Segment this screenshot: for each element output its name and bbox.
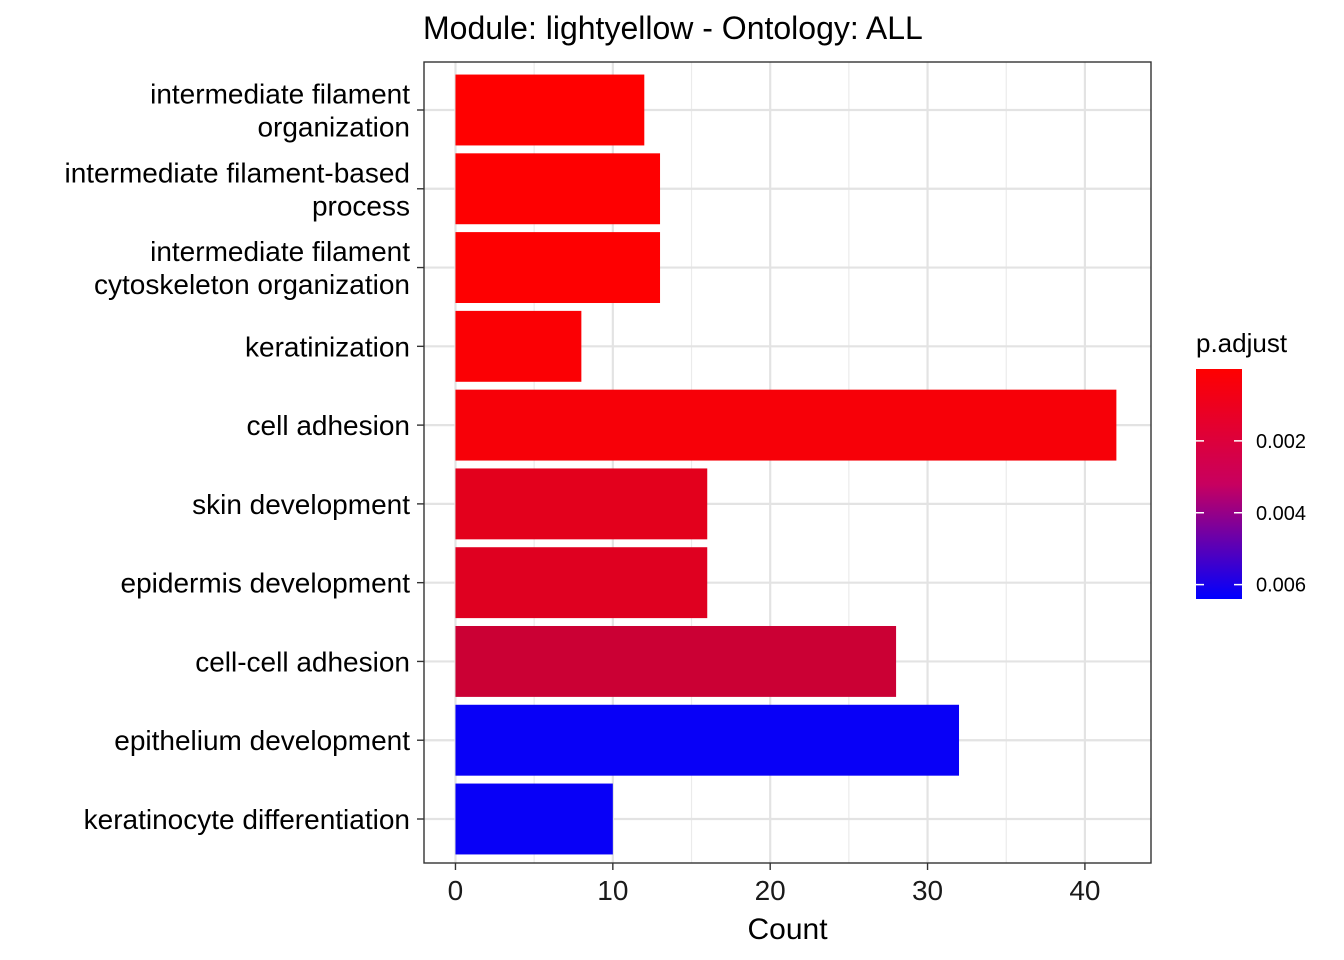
bar bbox=[455, 389, 1117, 461]
bar bbox=[455, 783, 613, 855]
color-legend: p.adjust 0.002 0.004 0.006 bbox=[1196, 328, 1306, 599]
plot-panel bbox=[423, 61, 1152, 864]
legend-tick-label: 0.002 bbox=[1256, 431, 1306, 453]
x-tick-label: 10 bbox=[597, 875, 628, 906]
y-tick-label: intermediate filament bbox=[150, 236, 410, 267]
y-tick-label: cytoskeleton organization bbox=[94, 269, 410, 300]
chart-title: Module: lightyellow - Ontology: ALL bbox=[423, 10, 923, 46]
legend-title: p.adjust bbox=[1196, 328, 1288, 358]
legend-tick-label: 0.006 bbox=[1256, 575, 1306, 597]
x-axis-title: Count bbox=[747, 913, 828, 946]
y-tick-label: skin development bbox=[192, 489, 410, 520]
x-axis: 0 10 20 30 40 bbox=[448, 863, 1100, 906]
bar bbox=[455, 153, 661, 225]
bar bbox=[455, 310, 582, 382]
y-tick-label: cell-cell adhesion bbox=[195, 646, 410, 677]
y-tick-label: organization bbox=[257, 112, 410, 143]
bar-group bbox=[455, 74, 1117, 855]
y-tick-label: intermediate filament-based bbox=[64, 157, 410, 188]
x-tick-label: 0 bbox=[448, 875, 464, 906]
bar bbox=[455, 468, 708, 540]
bar bbox=[455, 547, 708, 619]
bar bbox=[455, 704, 960, 776]
bar bbox=[455, 74, 645, 146]
legend-tick-label: 0.004 bbox=[1256, 503, 1306, 525]
y-tick-label: epidermis development bbox=[121, 568, 411, 599]
bar bbox=[455, 232, 661, 304]
y-tick-label: epithelium development bbox=[114, 725, 410, 756]
x-tick-label: 20 bbox=[755, 875, 786, 906]
panel-border bbox=[423, 61, 1152, 864]
y-tick-label: cell adhesion bbox=[247, 410, 410, 441]
legend-colorbar bbox=[1196, 369, 1242, 599]
legend-ticks: 0.002 0.004 0.006 bbox=[1196, 431, 1306, 597]
y-tick-label: keratinization bbox=[245, 331, 410, 362]
y-axis: intermediate filamentorganizationinterme… bbox=[64, 79, 424, 835]
y-tick-label: keratinocyte differentiation bbox=[84, 804, 410, 835]
bar bbox=[455, 625, 897, 697]
y-tick-label: intermediate filament bbox=[150, 79, 410, 110]
x-tick-label: 40 bbox=[1069, 875, 1100, 906]
grid-lines bbox=[424, 62, 1151, 863]
y-tick-label: process bbox=[312, 190, 410, 221]
x-tick-label: 30 bbox=[912, 875, 943, 906]
